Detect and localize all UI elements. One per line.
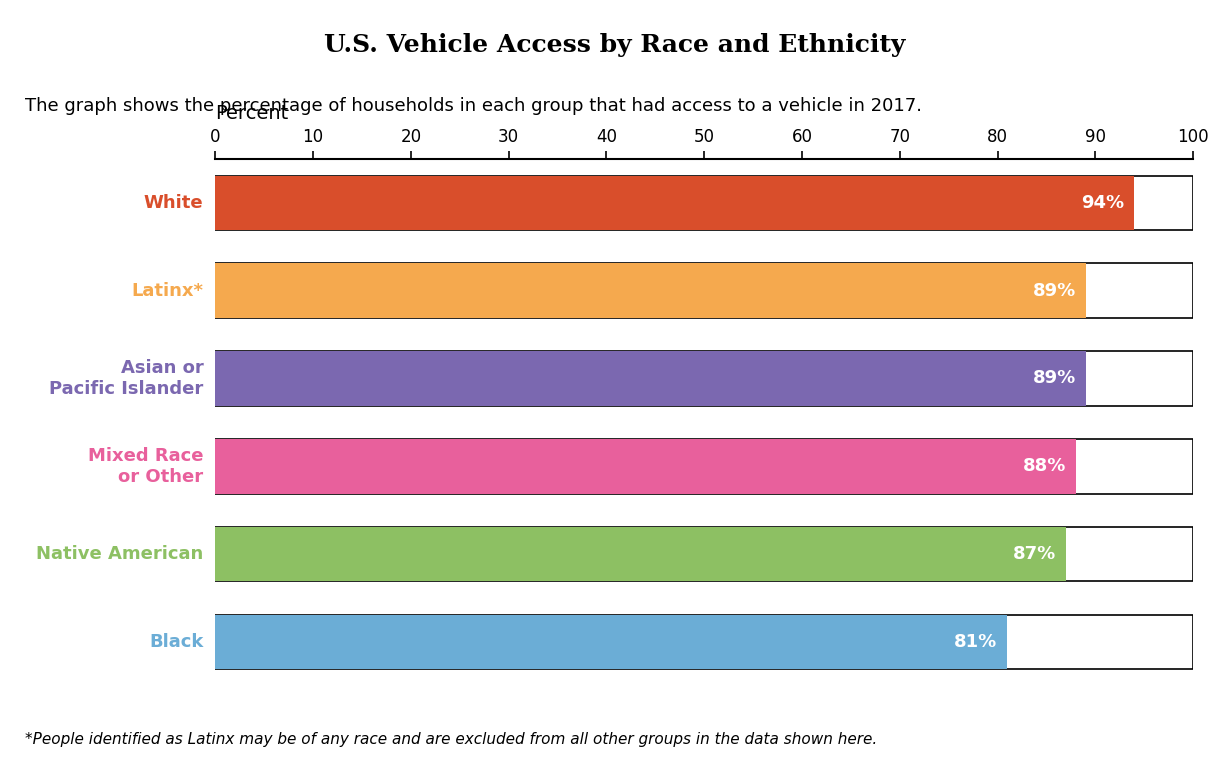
Bar (215, 264, 1086, 318)
Text: 81%: 81% (954, 633, 998, 651)
Bar (215, 351, 1086, 405)
Bar (215, 176, 1134, 230)
Bar (215, 615, 1193, 669)
Text: 89%: 89% (1032, 370, 1076, 388)
Text: *People identified as Latinx may be of any race and are excluded from all other : *People identified as Latinx may be of a… (25, 732, 877, 747)
Bar (215, 439, 1193, 494)
Bar (215, 615, 1007, 669)
Text: U.S. Vehicle Access by Race and Ethnicity: U.S. Vehicle Access by Race and Ethnicit… (325, 33, 905, 57)
Bar (215, 176, 1193, 230)
Text: Latinx*: Latinx* (132, 281, 203, 300)
Text: The graph shows the percentage of households in each group that had access to a : The graph shows the percentage of househ… (25, 97, 921, 115)
Bar (215, 527, 1193, 581)
Text: 87%: 87% (1014, 545, 1057, 563)
Text: 89%: 89% (1032, 281, 1076, 300)
Text: Mixed Race
or Other: Mixed Race or Other (89, 447, 203, 486)
X-axis label: Percent: Percent (215, 105, 289, 123)
Text: Asian or
Pacific Islander: Asian or Pacific Islander (49, 359, 203, 398)
Text: White: White (144, 194, 203, 212)
Bar (215, 439, 1076, 494)
Bar (215, 527, 1066, 581)
Bar (215, 264, 1193, 318)
Text: Black: Black (149, 633, 203, 651)
Text: 88%: 88% (1022, 457, 1066, 475)
Bar (215, 351, 1193, 405)
Text: Native American: Native American (36, 545, 203, 563)
Text: 94%: 94% (1081, 194, 1124, 212)
